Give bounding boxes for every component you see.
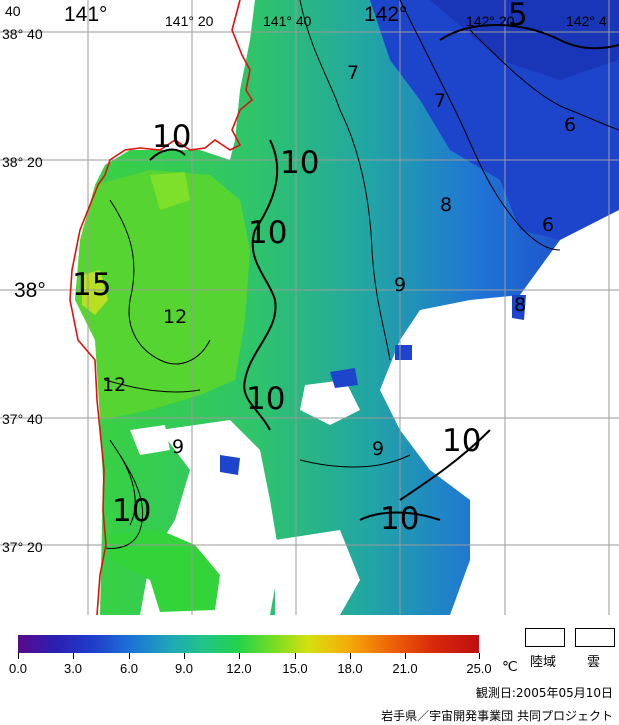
scale-tick xyxy=(18,653,19,659)
contour-label: 10 xyxy=(380,501,420,537)
contour-label: 9 xyxy=(394,274,407,296)
lon-label-142-40: 142° 4 xyxy=(566,13,607,29)
contour-label: 10 xyxy=(442,423,482,459)
lat-label-37-20: 37° 20 xyxy=(2,539,43,555)
contour-label: 5 xyxy=(508,0,528,33)
contour-label: 10 xyxy=(248,215,288,251)
lat-label-37-40: 37° 40 xyxy=(2,411,43,427)
land-key-label: 陸域 xyxy=(530,655,557,670)
contour-label: 10 xyxy=(280,145,320,181)
cold-spot-2 xyxy=(395,345,412,360)
land-area xyxy=(0,0,255,615)
scale-tick-label: 9.0 xyxy=(174,661,194,676)
scale-tick-label: 15.0 xyxy=(282,661,308,676)
scale-tick-label: 3.0 xyxy=(63,661,83,676)
cloud-key-swatch xyxy=(575,628,615,647)
warm-patch-north xyxy=(150,172,190,210)
coastline xyxy=(69,0,254,615)
lon-label-141: 141° xyxy=(64,3,108,26)
cloud-mid xyxy=(300,380,360,425)
contour-label: 6 xyxy=(564,114,577,136)
warm-coastal-region xyxy=(75,170,250,420)
scale-tick xyxy=(73,653,74,659)
contour-label: 10 xyxy=(152,119,192,155)
cold-water-core xyxy=(430,0,619,80)
scale-tick xyxy=(129,653,130,659)
contour-label: 12 xyxy=(163,306,188,328)
scale-tick xyxy=(350,653,351,659)
scale-tick xyxy=(239,653,240,659)
contour-label: 8 xyxy=(440,194,453,216)
lat-label-38: 38° xyxy=(14,279,46,302)
contour-label: 7 xyxy=(434,90,447,112)
contour-label: 9 xyxy=(172,436,185,458)
lon-label-141-20: 141° 20 xyxy=(165,13,214,29)
cold-spot-1 xyxy=(220,455,240,475)
corner-label: 40 xyxy=(5,3,21,19)
contour-label: 9 xyxy=(372,438,385,460)
contour-label: 10 xyxy=(246,381,286,417)
credit-line: 岩手県／宇宙開発事業団 共同プロジェクト xyxy=(381,709,613,723)
color-scale-bar xyxy=(18,635,479,653)
sst-map: 141° 141° 20 141° 40 142° 142° 20 142° 4… xyxy=(0,0,619,615)
cloud-small-1 xyxy=(130,425,170,455)
lat-label-38-20: 38° 20 xyxy=(2,154,43,170)
scale-tick-label: 21.0 xyxy=(392,661,418,676)
contour-label: 7 xyxy=(347,62,360,84)
scale-tick-label: 25.0 xyxy=(466,661,492,676)
scale-tick-label: 0.0 xyxy=(8,661,28,676)
contour-label: 10 xyxy=(112,493,152,529)
observation-date: 観測日:2005年05月10日 xyxy=(475,686,613,700)
unit-label: ℃ xyxy=(502,658,518,674)
scale-tick xyxy=(295,653,296,659)
scale-tick-label: 18.0 xyxy=(337,661,363,676)
contour-label: 15 xyxy=(72,267,112,303)
contour-label: 8 xyxy=(514,294,527,316)
contour-label: 6 xyxy=(542,214,555,236)
lon-label-142: 142° xyxy=(364,3,408,26)
lon-label-142-20: 142° 20 xyxy=(466,13,515,29)
cloud-key-label: 雲 xyxy=(587,655,601,670)
scale-tick xyxy=(405,653,406,659)
sst-map-image xyxy=(0,0,619,615)
isotherm-lines xyxy=(104,0,619,549)
lon-label-141-40: 141° 40 xyxy=(263,13,312,29)
cloud-east xyxy=(380,210,619,615)
scale-tick xyxy=(479,653,480,659)
contour-label: 12 xyxy=(102,374,127,396)
lat-label-38-40: 38° 40 xyxy=(2,26,43,42)
scale-tick xyxy=(184,653,185,659)
cold-spot-4 xyxy=(330,368,358,388)
scale-tick-label: 6.0 xyxy=(119,661,139,676)
land-key-swatch xyxy=(525,628,565,647)
cold-spot-3 xyxy=(512,295,526,320)
scale-tick-label: 12.0 xyxy=(226,661,252,676)
